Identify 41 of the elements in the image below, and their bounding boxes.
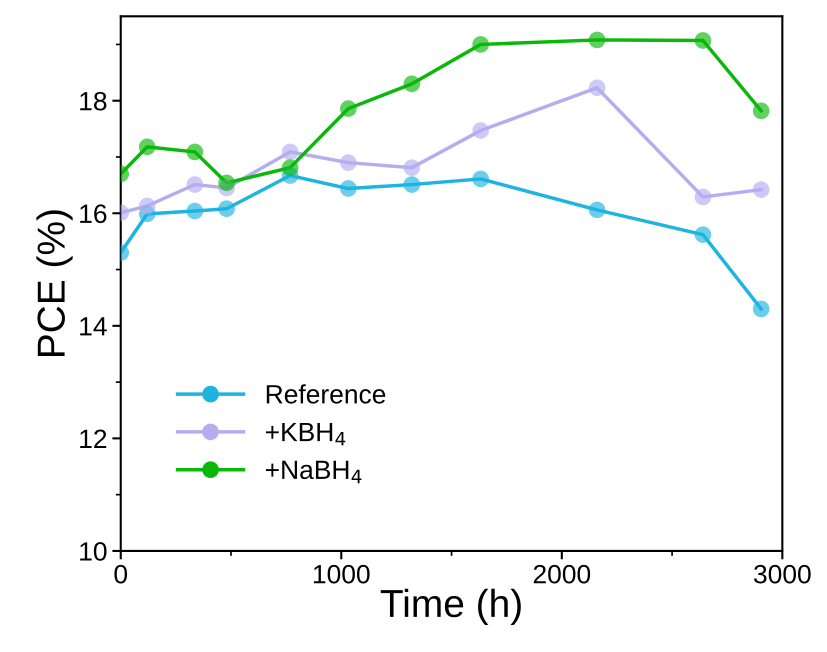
point (218, 200, 235, 218)
point (404, 176, 420, 193)
point (404, 159, 420, 176)
point (138, 198, 156, 214)
point (694, 188, 712, 206)
point (218, 174, 235, 192)
point (340, 154, 357, 171)
y-tick-label: 14 (80, 317, 107, 336)
point (404, 76, 420, 92)
point (340, 180, 357, 197)
point (588, 202, 606, 218)
x-tick-label: 0 (114, 564, 128, 584)
y-tick-label: 16 (80, 204, 106, 224)
point (588, 79, 606, 96)
point (186, 176, 204, 193)
x-tick-label: 2000 (534, 564, 590, 584)
point (752, 102, 770, 120)
y-tick-label: 12 (80, 430, 106, 448)
y-tick-label: 18 (80, 92, 106, 111)
x-tick-label: 3000 (754, 564, 811, 584)
x-axis-title: Time (h) (380, 588, 521, 625)
point (752, 181, 770, 198)
point (282, 144, 298, 160)
point (282, 159, 298, 176)
point (186, 144, 204, 160)
point (472, 122, 489, 139)
point (472, 170, 489, 188)
point (186, 202, 204, 220)
legend-label: +NaBH$_{4}$ (266, 460, 362, 484)
y-tick-label: 10 (80, 542, 107, 561)
point (694, 226, 712, 243)
legend-label: Reference (266, 384, 386, 404)
point (340, 100, 357, 117)
point (138, 138, 156, 156)
point (472, 36, 489, 53)
point (588, 32, 606, 48)
point (694, 32, 712, 49)
legend-label: +KBH$_{4}$ (266, 422, 346, 446)
point (752, 300, 770, 318)
y-axis-title: PCE (%) (36, 210, 73, 356)
x-tick-label: 1000 (314, 564, 370, 584)
